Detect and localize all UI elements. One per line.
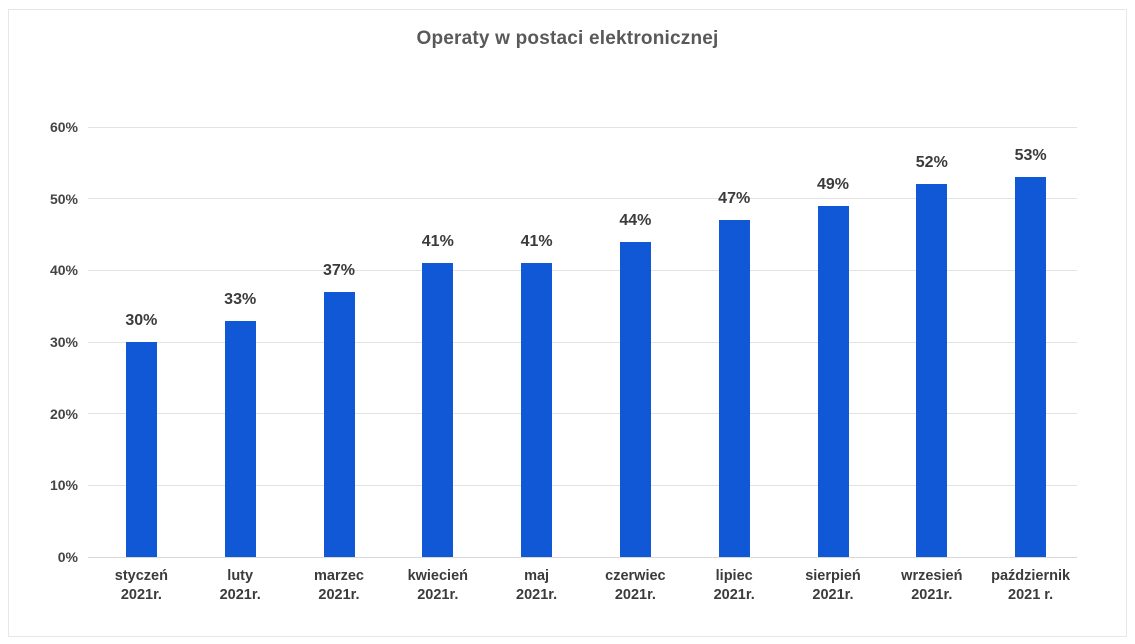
- y-axis-tick-label: 50%: [49, 190, 78, 207]
- bar-value-label: 41%: [421, 233, 454, 251]
- x-axis-tick-label: październik 2021 r.: [991, 568, 1071, 603]
- gridline-50: [88, 198, 1077, 200]
- y-axis-tick-label: 10%: [49, 477, 78, 494]
- gridline-30: [88, 341, 1077, 343]
- bar-value-label: 52%: [915, 154, 948, 172]
- bar-value-label: 49%: [816, 175, 850, 193]
- bar-value-label: 30%: [125, 312, 158, 329]
- gridline-0: [88, 556, 1077, 558]
- x-axis-tick-label: czerwiec 2021r.: [605, 568, 666, 603]
- y-axis-tick-label: 30%: [49, 334, 78, 350]
- bar-wrzesień: [916, 184, 948, 557]
- x-axis-tick-label: styczeń 2021r.: [114, 568, 168, 603]
- bar-value-label: 37%: [322, 261, 356, 279]
- bar-sierpień: [817, 205, 849, 557]
- x-axis-tick-label: marzec 2021r.: [314, 568, 364, 603]
- bar-value-label: 47%: [718, 190, 751, 208]
- bar-value-label: 53%: [1014, 147, 1047, 165]
- bar-value-label: 44%: [619, 211, 652, 229]
- x-axis-tick-label: wrzesień 2021r.: [901, 568, 963, 603]
- y-axis-tick-label: 60%: [49, 119, 78, 135]
- chart-frame-border: [8, 9, 1127, 637]
- gridline-60: [88, 126, 1077, 128]
- gridline-10: [88, 484, 1077, 486]
- bar-marzec: [323, 291, 355, 557]
- bar-luty: [224, 320, 256, 557]
- x-axis-tick-label: maj 2021r.: [516, 568, 558, 603]
- bar-czerwiec: [619, 241, 651, 557]
- y-axis-tick-label: 20%: [49, 405, 78, 422]
- x-axis-tick-label: kwiecień 2021r.: [407, 568, 469, 603]
- bar-kwiecień: [422, 263, 454, 557]
- bar-październik: [1015, 177, 1047, 557]
- x-axis-tick-label: sierpień 2021r.: [805, 568, 861, 603]
- gridline-40: [88, 269, 1077, 271]
- bar-maj: [521, 263, 553, 557]
- chart-title: Operaty w postaci elektronicznej: [416, 28, 719, 49]
- y-axis-tick-label: 0%: [57, 549, 78, 565]
- x-axis-tick-label: lipiec 2021r.: [713, 568, 755, 603]
- bar-lipiec: [718, 220, 750, 557]
- bar-styczeń: [125, 342, 157, 557]
- bar-value-label: 33%: [224, 290, 257, 308]
- y-axis-tick-label: 40%: [49, 262, 78, 279]
- gridline-20: [88, 413, 1077, 415]
- bar-value-label: 41%: [520, 233, 553, 251]
- x-axis-tick-label: luty 2021r.: [219, 568, 261, 603]
